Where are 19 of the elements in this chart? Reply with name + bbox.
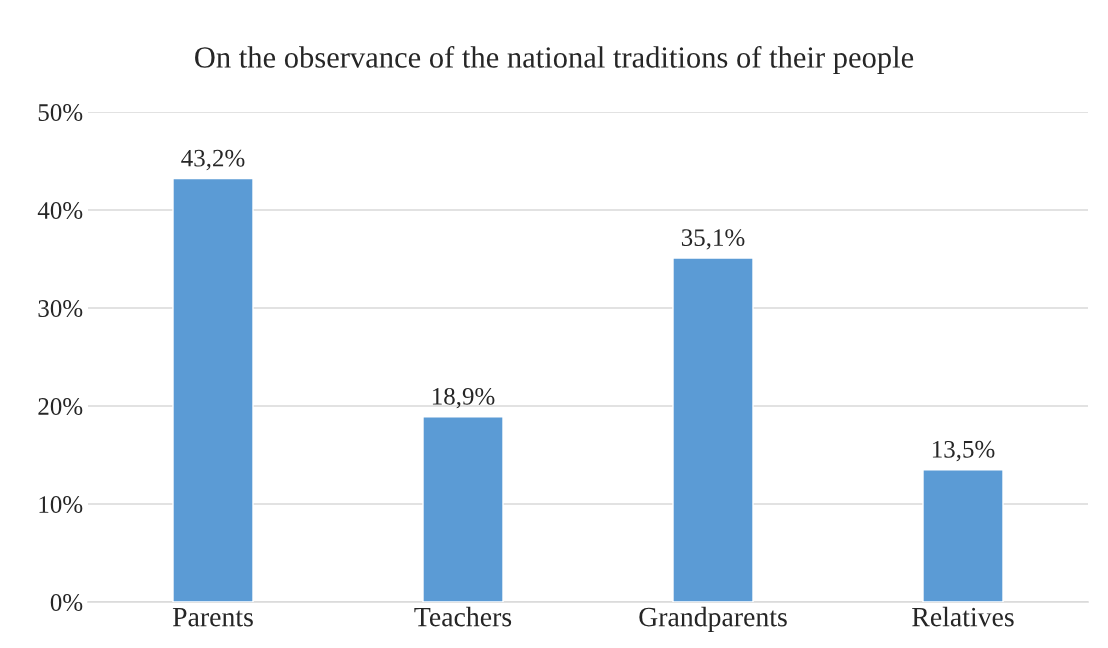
data-label: 13,5%	[932, 440, 995, 462]
x-tick-label: Grandparents	[639, 606, 787, 633]
y-tick-label: 40%	[37, 202, 83, 219]
x-tick-label: Relatives	[912, 606, 1014, 627]
y-tick-label: 20%	[38, 398, 83, 415]
x-tick-label: Parents	[172, 607, 253, 627]
y-tick-label: 30%	[38, 300, 83, 317]
data-label: 43,2%	[181, 149, 245, 171]
bar	[672, 257, 754, 602]
chart-title: On the observance of the national traditions of their people	[195, 45, 914, 75]
bar	[172, 177, 254, 602]
y-tick-label: 0%	[50, 594, 83, 611]
y-tick-label: 50%	[38, 104, 83, 121]
bar	[422, 416, 504, 602]
y-tick-label: 10%	[39, 496, 83, 513]
x-tick-label: Teachers	[414, 606, 512, 627]
bar	[922, 469, 1004, 602]
data-label: 35,1%	[681, 229, 745, 250]
data-label: 18,9%	[432, 387, 495, 409]
